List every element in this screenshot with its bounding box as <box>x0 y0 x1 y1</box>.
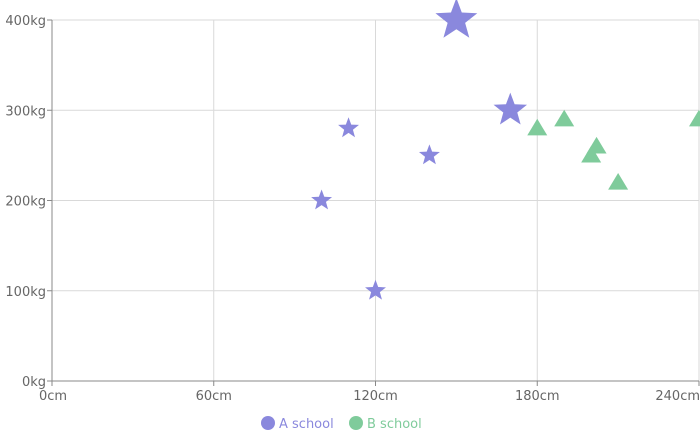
grid-lines <box>51 19 700 382</box>
x-tick-label: 180cm <box>515 389 560 404</box>
a-school-point <box>338 117 359 138</box>
y-tick-label: 200kg <box>5 195 46 210</box>
a-school-point <box>418 144 440 165</box>
y-tick-label: 300kg <box>5 104 46 119</box>
legend-label[interactable]: B school <box>367 417 422 432</box>
y-axis-tick-labels: 0kg 100kg 200kg 300kg 400kg <box>5 14 46 390</box>
legend-marker <box>261 416 275 430</box>
b-school-point <box>581 145 602 163</box>
b-school-point <box>608 172 629 190</box>
y-tick-label: 0kg <box>22 375 46 390</box>
x-tick-label: 240cm <box>655 389 700 404</box>
data-points <box>311 0 700 300</box>
b-school-point <box>586 136 607 154</box>
a-school-point <box>493 92 528 125</box>
legend[interactable]: A school B school <box>261 416 422 432</box>
x-tick-label: 0cm <box>39 389 67 404</box>
a-school-point <box>435 0 478 38</box>
legend-label[interactable]: A school <box>279 417 334 432</box>
b-school-point <box>527 118 548 136</box>
x-tick-label: 60cm <box>196 389 232 404</box>
b-school-point <box>689 109 700 127</box>
y-tick-label: 400kg <box>5 14 46 29</box>
a-school-point <box>365 279 386 300</box>
y-tick-label: 100kg <box>5 285 46 300</box>
x-tick-label: 120cm <box>353 389 398 404</box>
axes <box>47 19 700 386</box>
b-school-point <box>554 109 575 127</box>
legend-marker <box>349 416 363 430</box>
a-school-point <box>311 189 333 210</box>
x-axis-tick-labels: 0cm 60cm 120cm 180cm 240cm <box>39 389 700 404</box>
